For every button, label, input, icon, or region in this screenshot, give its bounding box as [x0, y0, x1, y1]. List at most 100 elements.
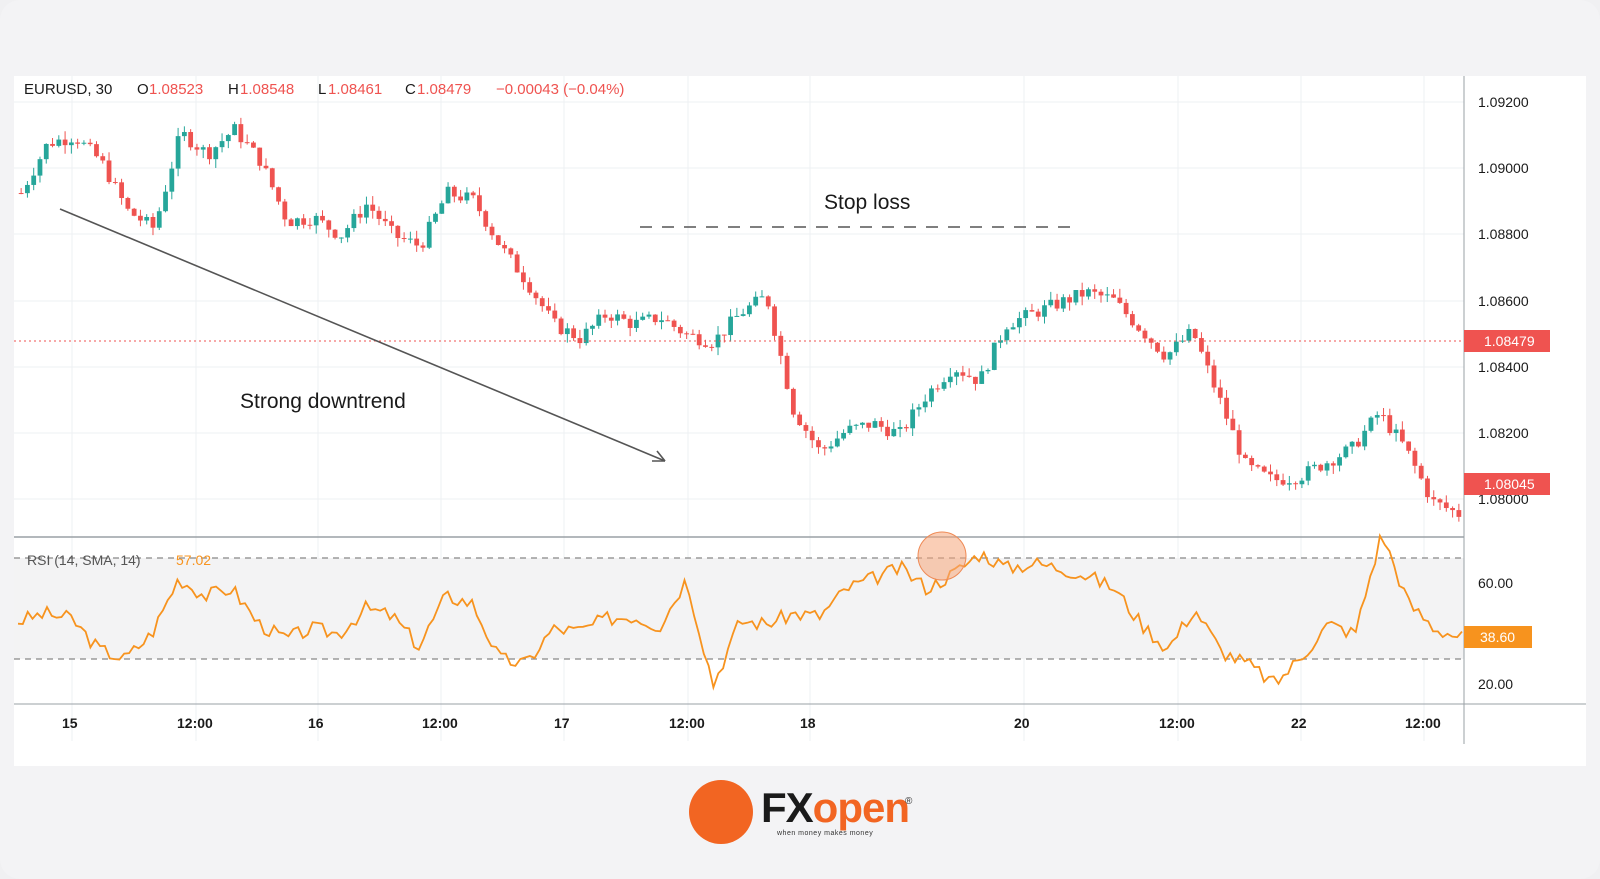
- candle-up[interactable]: [979, 371, 985, 384]
- candle-down[interactable]: [527, 282, 533, 293]
- candle-down[interactable]: [1274, 474, 1280, 481]
- candle-down[interactable]: [414, 238, 420, 246]
- candle-down[interactable]: [1155, 342, 1160, 352]
- candle-down[interactable]: [677, 326, 683, 334]
- candle-up[interactable]: [464, 192, 470, 201]
- candle-down[interactable]: [495, 235, 501, 245]
- candle-down[interactable]: [1412, 450, 1418, 466]
- candle-down[interactable]: [502, 244, 507, 249]
- candle-down[interactable]: [458, 196, 464, 201]
- candle-down[interactable]: [1330, 463, 1336, 466]
- candle-down[interactable]: [803, 425, 809, 431]
- candle-up[interactable]: [1048, 299, 1054, 306]
- candle-up[interactable]: [891, 428, 897, 437]
- candle-down[interactable]: [966, 375, 972, 377]
- candle-down[interactable]: [194, 147, 200, 150]
- candle-up[interactable]: [364, 204, 369, 218]
- candle-up[interactable]: [759, 296, 765, 298]
- candle-down[interactable]: [1029, 310, 1035, 312]
- candle-down[interactable]: [263, 165, 269, 169]
- candle-down[interactable]: [320, 215, 325, 221]
- candle-up[interactable]: [31, 175, 37, 185]
- candle-up[interactable]: [1004, 329, 1010, 341]
- candle-down[interactable]: [822, 447, 828, 449]
- candle-up[interactable]: [596, 314, 602, 326]
- candle-down[interactable]: [50, 143, 55, 146]
- candle-down[interactable]: [401, 238, 407, 240]
- candle-up[interactable]: [213, 147, 219, 160]
- candle-up[interactable]: [68, 142, 74, 146]
- candle-up[interactable]: [1186, 328, 1192, 341]
- candle-down[interactable]: [935, 388, 941, 390]
- candle-down[interactable]: [665, 320, 671, 322]
- candle-down[interactable]: [75, 142, 81, 144]
- candle-up[interactable]: [144, 216, 150, 221]
- candle-up[interactable]: [1086, 289, 1091, 297]
- candle-down[interactable]: [778, 335, 784, 356]
- candle-down[interactable]: [1054, 299, 1060, 309]
- candle-up[interactable]: [25, 184, 30, 194]
- candle-up[interactable]: [219, 141, 225, 148]
- candle-up[interactable]: [916, 407, 922, 410]
- candle-up[interactable]: [1023, 310, 1029, 319]
- candle-up[interactable]: [715, 334, 721, 348]
- candle-up[interactable]: [1173, 341, 1179, 353]
- candle-up[interactable]: [313, 215, 319, 226]
- candle-down[interactable]: [420, 245, 426, 248]
- candle-up[interactable]: [1393, 429, 1399, 433]
- candle-down[interactable]: [878, 421, 884, 427]
- candle-down[interactable]: [885, 426, 890, 437]
- candle-up[interactable]: [1349, 441, 1355, 447]
- candle-down[interactable]: [282, 201, 288, 220]
- candle-down[interactable]: [87, 142, 93, 145]
- candle-down[interactable]: [288, 219, 294, 227]
- candle-down[interactable]: [816, 440, 821, 448]
- candle-up[interactable]: [37, 159, 43, 176]
- candle-up[interactable]: [1324, 463, 1330, 471]
- candle-down[interactable]: [721, 334, 727, 336]
- candle-up[interactable]: [1286, 483, 1292, 485]
- candle-up[interactable]: [991, 342, 997, 370]
- candle-down[interactable]: [1318, 464, 1324, 471]
- candle-up[interactable]: [1167, 352, 1173, 360]
- candle-down[interactable]: [1293, 483, 1299, 485]
- candle-up[interactable]: [200, 147, 206, 150]
- candle-up[interactable]: [747, 305, 752, 315]
- candle-down[interactable]: [1261, 466, 1267, 472]
- candle-down[interactable]: [1123, 302, 1129, 315]
- candle-up[interactable]: [338, 237, 344, 239]
- candle-up[interactable]: [1180, 340, 1186, 342]
- candle-down[interactable]: [552, 310, 558, 319]
- candle-up[interactable]: [225, 135, 231, 142]
- candle-up[interactable]: [445, 186, 451, 204]
- candle-down[interactable]: [709, 346, 715, 348]
- candle-down[interactable]: [100, 156, 106, 161]
- candle-up[interactable]: [1104, 294, 1110, 296]
- candle-down[interactable]: [684, 333, 690, 335]
- chart-panel[interactable]: Stop loss Strong downtrend EURUSD, 30 O …: [14, 76, 1586, 766]
- candle-down[interactable]: [470, 192, 476, 196]
- candle-up[interactable]: [910, 409, 916, 429]
- candle-up[interactable]: [1305, 466, 1311, 481]
- candle-up[interactable]: [1299, 480, 1305, 485]
- candle-down[interactable]: [138, 215, 143, 221]
- candle-down[interactable]: [1356, 441, 1361, 447]
- candle-down[interactable]: [1142, 330, 1148, 339]
- rsi-line[interactable]: [17, 532, 1463, 691]
- candle-down[interactable]: [973, 376, 978, 384]
- candle-up[interactable]: [947, 376, 953, 383]
- candle-down[interactable]: [690, 333, 696, 335]
- candle-up[interactable]: [1312, 464, 1317, 467]
- candle-up[interactable]: [439, 203, 445, 214]
- candle-up[interactable]: [1073, 290, 1079, 303]
- candle-down[interactable]: [703, 345, 708, 347]
- candle-down[interactable]: [797, 414, 803, 426]
- candle-down[interactable]: [903, 427, 909, 429]
- candle-up[interactable]: [169, 168, 175, 192]
- candle-down[interactable]: [207, 147, 212, 160]
- candle-down[interactable]: [1243, 454, 1248, 459]
- candle-up[interactable]: [634, 319, 639, 328]
- candle-up[interactable]: [1343, 446, 1349, 458]
- candle-down[interactable]: [1211, 365, 1217, 388]
- candle-up[interactable]: [232, 124, 237, 136]
